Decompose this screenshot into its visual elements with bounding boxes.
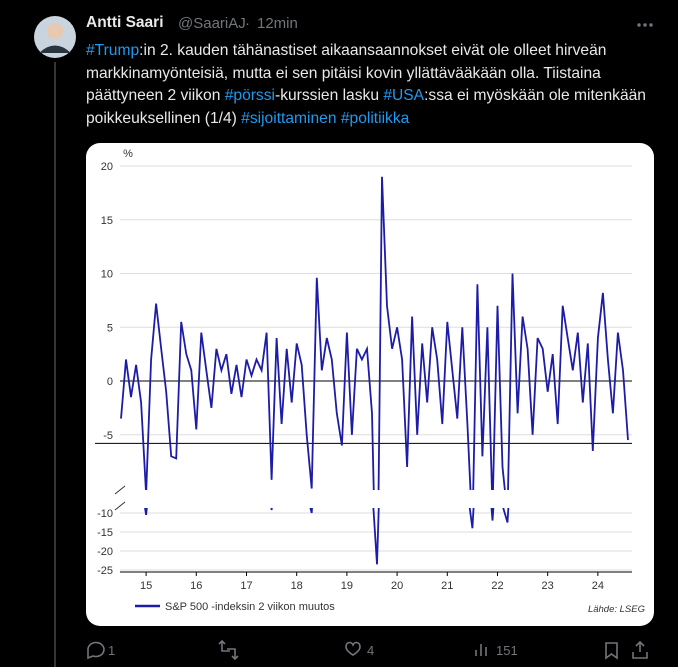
bookmark-icon[interactable]: [605, 642, 618, 660]
y-tick-label: 20: [101, 161, 113, 173]
y-tick-label: -25: [97, 565, 113, 577]
retweet-icon[interactable]: [218, 639, 239, 661]
text-segment: :ssa ei myöskään ole mitenkään poikkeuks…: [86, 87, 646, 127]
author-name[interactable]: Antti Saari: [86, 14, 164, 31]
views-icon[interactable]: [475, 644, 487, 656]
chart-group: % Lähde: LSEG -5 0 5 10 15 20 -10 -15 -20 -25 15 16…: [95, 148, 645, 615]
timestamp[interactable]: 12min: [257, 15, 298, 32]
y-tick-label: 5: [107, 322, 113, 334]
text-segment: -kurssien lasku: [275, 87, 384, 105]
y-unit: %: [123, 148, 133, 160]
legend-label: S&P 500 -indeksin 2 viikon muutos: [165, 601, 335, 613]
like-icon[interactable]: [345, 641, 361, 656]
y-tick-label: -15: [97, 527, 113, 539]
x-tick-label: 18: [291, 580, 303, 592]
x-tick-label: 24: [592, 580, 604, 592]
x-tick-label: 22: [491, 580, 503, 592]
data-line: [120, 176, 629, 490]
y-tick-label: -20: [97, 546, 113, 558]
x-tick-label: 17: [240, 580, 252, 592]
x-tick-label: 15: [140, 580, 152, 592]
axis-break: [114, 485, 126, 511]
chart-card[interactable]: % Lähde: LSEG -5 0 5 10 15 20 -10 -15 -20 -25 15 16…: [86, 143, 654, 626]
reply-icon[interactable]: [87, 641, 105, 660]
hashtag[interactable]: #Trump: [86, 42, 140, 59]
chart: % Lähde: LSEG -5 0 5 10 15 20 -10 -15 -20 -25 15 16…: [95, 148, 645, 615]
more-button[interactable]: [637, 23, 653, 27]
y-tick-label: -10: [97, 508, 113, 520]
author-handle[interactable]: @SaariAJ: [178, 15, 246, 32]
x-tick-label: 20: [391, 580, 403, 592]
reply-count: 1: [108, 643, 116, 658]
x-tick-label: 16: [190, 580, 202, 592]
view-count: 151: [496, 643, 518, 658]
y-tick-label: 0: [107, 376, 113, 388]
hashtag[interactable]: #pörssi: [224, 87, 275, 105]
text-segment: :in 2. kauden tähänastiset aikaansaannok…: [86, 42, 607, 105]
hashtag[interactable]: #politiikka: [340, 109, 410, 127]
x-tick-label: 19: [341, 580, 353, 592]
hashtag[interactable]: #USA: [383, 87, 425, 105]
tweet-text: #Trump:in 2. kauden tähänastiset aikaans…: [86, 40, 656, 130]
share-icon[interactable]: [632, 640, 648, 659]
like-count: 4: [367, 643, 375, 658]
hashtag[interactable]: #sijoittaminen: [241, 109, 341, 127]
avatar-suit: [39, 45, 71, 53]
separator: ·: [245, 15, 250, 32]
x-tick-label: 23: [542, 580, 554, 592]
y-tick-label: -5: [103, 430, 113, 442]
data-line: [144, 508, 510, 565]
source: Lähde: LSEG: [588, 604, 645, 615]
y-tick-label: 15: [101, 215, 113, 227]
y-tick-label: 10: [101, 269, 113, 281]
avatar-face: [47, 23, 63, 39]
x-tick-label: 21: [441, 580, 453, 592]
